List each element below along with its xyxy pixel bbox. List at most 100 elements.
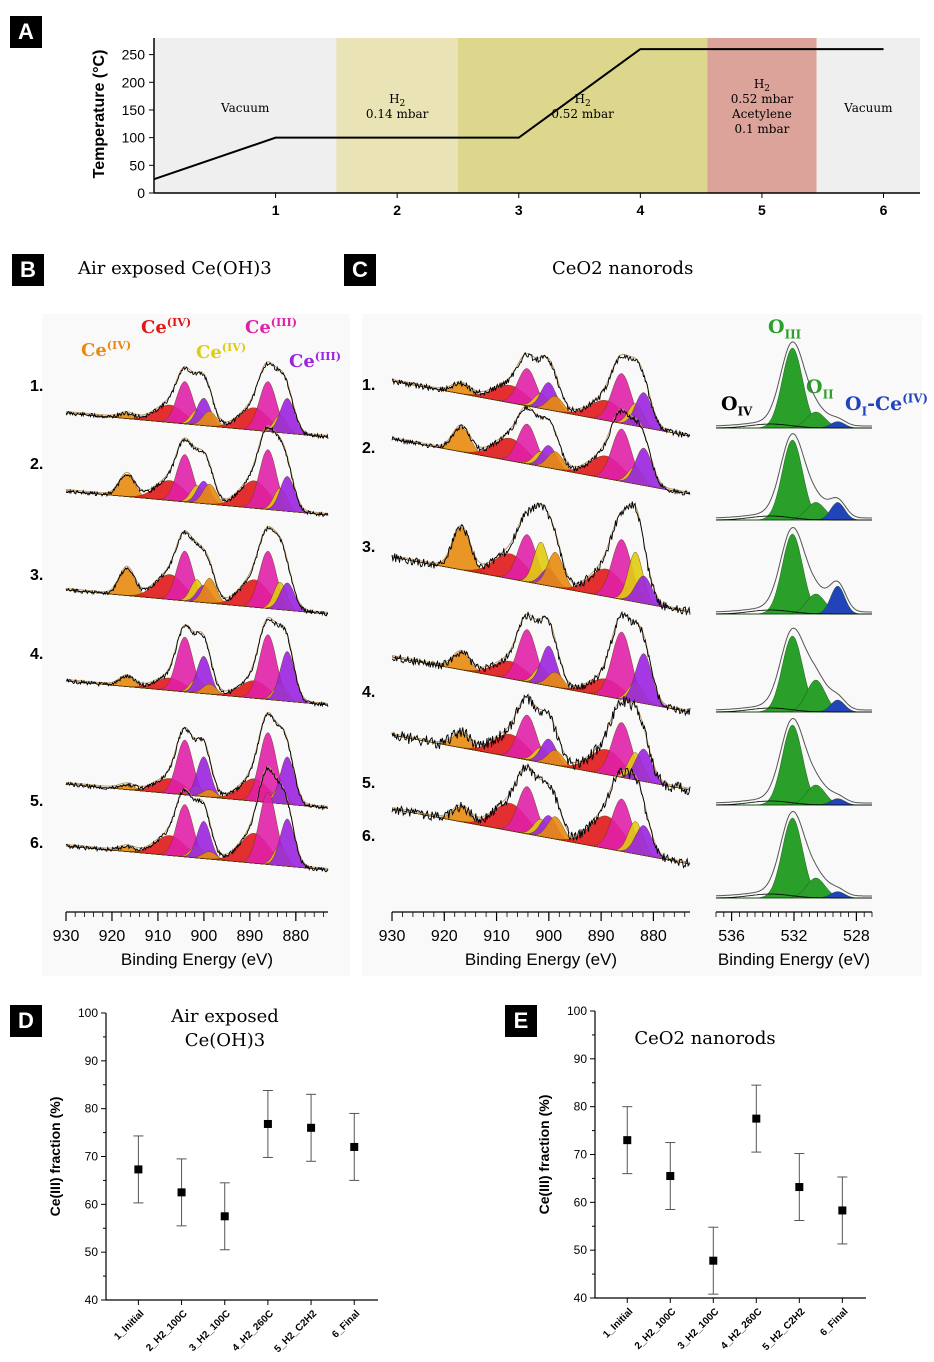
measured-spectrum [65, 712, 329, 811]
panel-a-ytick-label: 50 [129, 157, 145, 173]
region-2-text-2: 0.14 mbar [366, 107, 429, 121]
o1s-spectrum-4 [716, 627, 872, 713]
data-point [263, 1119, 272, 1128]
xtick-label: 5_H2_C2H2 [272, 1308, 319, 1355]
xtick-label: 4_H2_260C [231, 1308, 277, 1354]
region-3-text-2: 0.52 mbar [551, 107, 614, 121]
measured-spectrum [391, 763, 691, 869]
panel-label-a: A [10, 16, 42, 48]
tick-label: 880 [282, 928, 309, 945]
spectrum-c-label-2: 2. [362, 440, 375, 457]
xtick-label: 1_Initial [601, 1306, 635, 1340]
panel-label-d: D [10, 1005, 42, 1037]
o-envelope [716, 341, 872, 427]
component-peak [65, 582, 329, 615]
region-3-text-1: H2 [574, 92, 590, 109]
panel-e-title: CeO2 nanorods [634, 1028, 775, 1049]
tick-label: 910 [145, 928, 172, 945]
o1s-spectrum-5 [716, 717, 872, 806]
data-point [134, 1165, 143, 1174]
panel-c-o1s-energy-axis: 536 532 528 Binding Energy (eV) [715, 911, 873, 969]
spectrum-c-4 [391, 611, 691, 717]
xtick-label: 6_Final [330, 1308, 362, 1340]
ytick-label: 70 [574, 1148, 588, 1162]
o-component-peak [716, 891, 872, 899]
species-label-1: Ce(IV) [81, 339, 131, 361]
panel-c-o-species-labels: OIII OII OIV OI-Ce(IV) [721, 316, 928, 419]
panel-a-xtick-label: 1 [272, 202, 280, 218]
measured-spectrum [65, 765, 329, 873]
region-1 [154, 38, 337, 193]
spectrum-c-label-3: 3. [362, 539, 375, 556]
spectrum-b-3 [65, 525, 329, 617]
tick-label: 890 [237, 928, 264, 945]
measured-spectrum [391, 351, 691, 439]
region-2-text-1: H2 [389, 92, 405, 109]
spectrum-c-label-6: 6. [362, 828, 375, 845]
spectrum-b-1 [65, 361, 329, 440]
ytick-label: 60 [574, 1195, 588, 1209]
o1s-spectrum-2 [716, 433, 872, 521]
o-component-oiv [716, 423, 872, 429]
xtick-label: 2_H2_100C [144, 1308, 190, 1354]
panel-a-xtick-label: 4 [636, 202, 644, 218]
component-peak [65, 398, 329, 438]
xtick-label: 5_H2_C2H2 [761, 1306, 808, 1353]
measured-spectrum [65, 361, 329, 440]
tick-label: 528 [843, 928, 870, 945]
measured-spectrum [65, 525, 328, 617]
panel-a-ytick-label: 200 [122, 74, 146, 90]
spectrum-b-label-4: 4. [30, 646, 43, 663]
o1s-spectrum-1 [716, 341, 872, 429]
o-component-oiv [716, 893, 872, 899]
tick-label: 920 [431, 928, 458, 945]
region-4-text-1: H2 [754, 77, 770, 94]
region-5 [816, 38, 920, 193]
panel-label-c: C [344, 254, 376, 286]
tick-label: 920 [99, 928, 126, 945]
panel-a-xtick-label: 2 [393, 202, 401, 218]
species-label-5: Ce(III) [289, 350, 341, 372]
tick-label: 930 [53, 928, 80, 945]
panel-c-spectra: CeO2 nanorods 1. 2. 3. 4. 5. 6. 930 920 910 900 8… [362, 258, 928, 976]
panel-a-ytick-label: 100 [122, 130, 146, 146]
data-point [623, 1136, 632, 1145]
region-1-text-1: Vacuum [220, 101, 270, 115]
region-2 [336, 38, 458, 193]
ytick-label: 100 [78, 1006, 98, 1020]
panel-a-xtick-label: 6 [880, 202, 888, 218]
envelope-fit [65, 526, 329, 613]
o-component-peak [716, 699, 872, 713]
spectrum-b-4 [65, 616, 329, 708]
o-envelope [716, 810, 872, 897]
spectrum-c-label-4: 4. [362, 684, 375, 701]
panel-label-e: E [505, 1005, 537, 1037]
component-peak [65, 476, 329, 516]
spectrum-b-2 [65, 425, 329, 518]
panel-d-ce3-fraction: Air exposed Ce(OH)3 40 50 60 70 80 90 100 Ce(II… [47, 1006, 378, 1355]
o-envelope [716, 717, 872, 804]
spectrum-c-1 [391, 351, 691, 439]
ylabel: Ce(III) fraction (%) [47, 1097, 63, 1217]
panel-c-o1s-spectra [716, 341, 872, 899]
tick-label: 880 [640, 928, 667, 945]
data-point [666, 1172, 675, 1181]
panel-a-ytick-label: 0 [137, 185, 145, 201]
ytick-label: 60 [85, 1197, 99, 1211]
panel-c-xaxis: 930 920 910 900 890 880 Binding Energy (eV) [379, 911, 690, 969]
spectrum-b-label-2: 2. [30, 456, 43, 473]
ytick-label: 80 [85, 1102, 99, 1116]
panel-a-ytick-label: 150 [122, 102, 146, 118]
measured-spectrum [391, 501, 691, 616]
spectrum-b-label-6: 6. [30, 835, 43, 852]
tick-label: 890 [588, 928, 615, 945]
xtick-label: 1_Initial [112, 1308, 146, 1342]
panel-d-title-line2: Ce(OH)3 [185, 1030, 265, 1051]
xtick-label: 3_H2_100C [676, 1306, 722, 1352]
panel-c-title: CeO2 nanorods [552, 258, 693, 279]
o-species-label-2: OII [806, 376, 834, 402]
panel-label-b: B [12, 254, 44, 286]
o-envelope [716, 433, 872, 519]
spectrum-c-label-5: 5. [362, 775, 375, 792]
